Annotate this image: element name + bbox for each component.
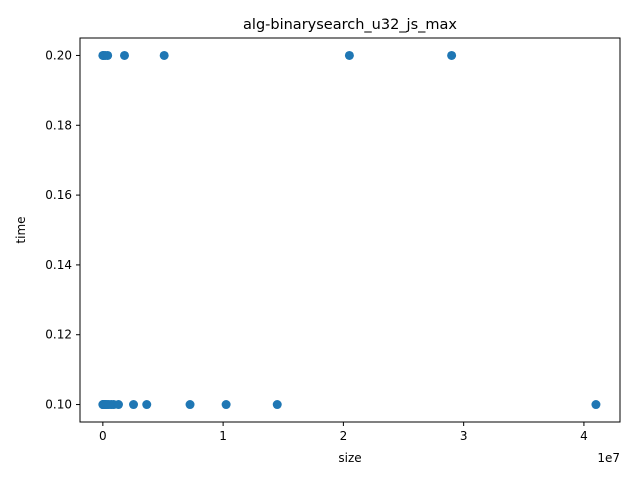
y-tick-label: 0.18 — [45, 118, 72, 132]
scatter-point — [113, 400, 123, 410]
y-tick-label: 0.16 — [45, 188, 72, 202]
x-tick-label: 0 — [99, 429, 107, 443]
scatter-point — [591, 400, 601, 410]
plot-frame — [79, 37, 621, 423]
y-tick-label: 0.14 — [45, 258, 72, 272]
scatter-point — [185, 400, 195, 410]
x-tick-label: 3 — [460, 429, 468, 443]
scatter-point — [103, 50, 113, 60]
y-tick-label: 0.20 — [45, 48, 72, 62]
y-axis-ticks: 0.10 0.12 0.14 0.16 0.18 0.20 — [45, 48, 80, 412]
y-tick-label: 0.10 — [45, 398, 72, 412]
scatter-point — [344, 50, 354, 60]
scatter-point — [159, 50, 169, 60]
scatter-point — [142, 400, 152, 410]
x-axis-label: size — [338, 451, 361, 465]
scatter-point — [129, 400, 139, 410]
chart-title: alg-binarysearch_u32_js_max — [243, 17, 457, 33]
x-tick-label: 2 — [340, 429, 348, 443]
data-points — [98, 50, 601, 410]
x-axis-ticks: 0 1 2 3 4 — [99, 422, 588, 443]
y-tick-label: 0.12 — [45, 328, 72, 342]
x-offset-label: 1e7 — [597, 451, 620, 465]
scatter-point — [119, 50, 129, 60]
x-tick-label: 4 — [580, 429, 588, 443]
scatter-point — [221, 400, 231, 410]
scatter-point — [447, 50, 457, 60]
x-tick-label: 1 — [219, 429, 227, 443]
y-axis-label: time — [14, 216, 28, 243]
scatter-point — [272, 400, 282, 410]
